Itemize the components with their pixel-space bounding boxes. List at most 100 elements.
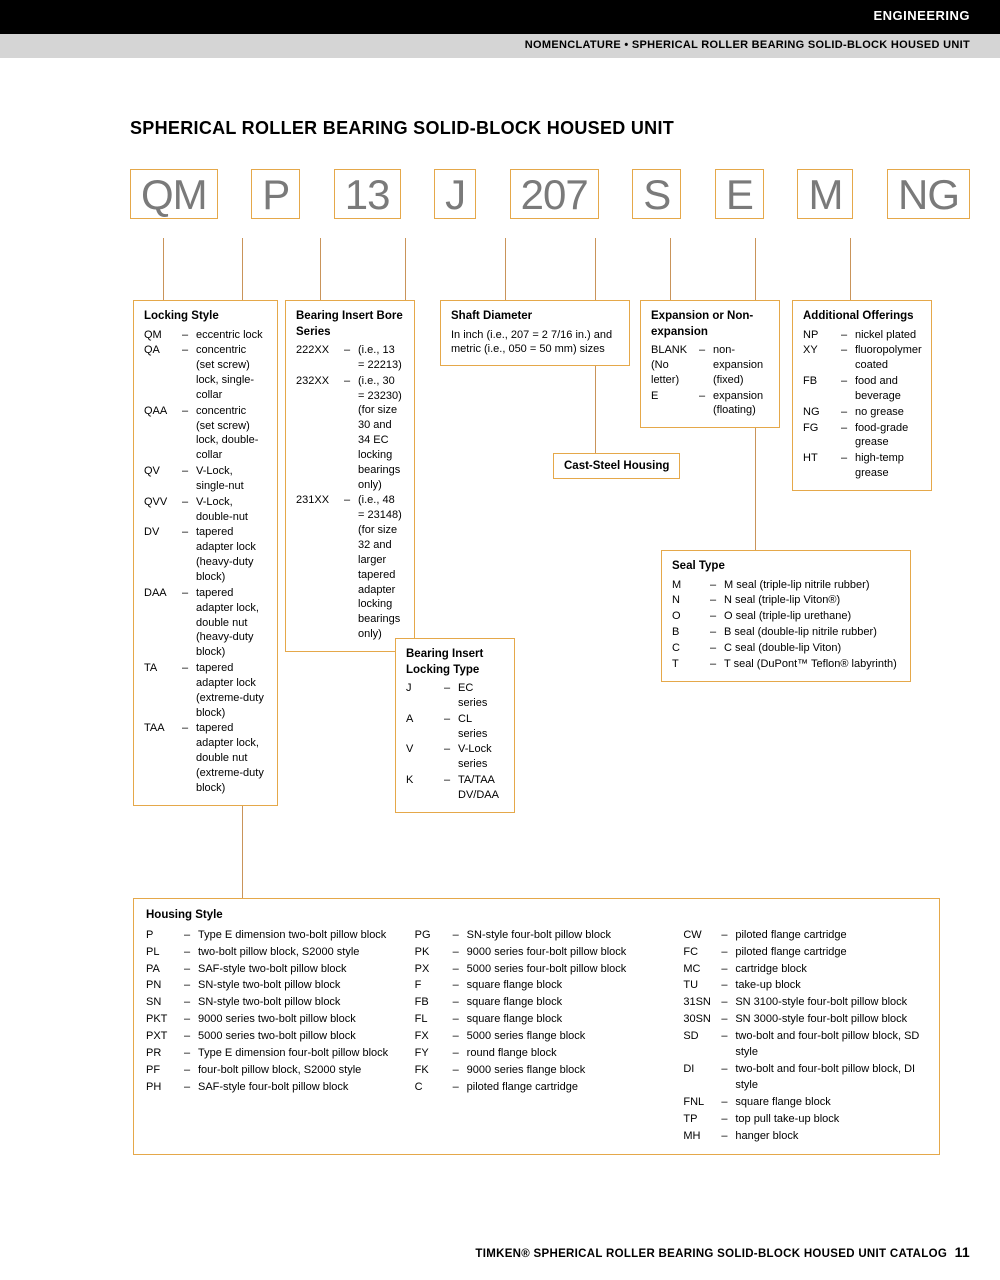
list-item: B–B seal (double-lip nitrile rubber): [672, 625, 900, 640]
code-M: M: [797, 169, 853, 219]
code-207: 207: [510, 169, 599, 219]
box-title: Housing Style: [146, 907, 927, 924]
box-title: Bearing Insert Locking Type: [406, 647, 504, 678]
list-item: 232XX–(i.e., 30 = 23230) (for size 30 an…: [296, 374, 404, 493]
connector: [850, 238, 851, 300]
list-item: FB–food and beverage: [803, 374, 921, 404]
page-title: SPHERICAL ROLLER BEARING SOLID-BLOCK HOU…: [130, 118, 970, 139]
bore-series-box: Bearing Insert Bore Series 222XX–(i.e., …: [285, 300, 415, 652]
page: ENGINEERING NOMENCLATURE • SPHERICAL ROL…: [0, 0, 1000, 1280]
expansion-box: Expansion or Non-expansion BLANK(Nolette…: [640, 300, 780, 428]
list-item: 30SN–SN 3000-style four-bolt pillow bloc…: [683, 1012, 927, 1028]
box-title: Seal Type: [672, 559, 900, 575]
list-item: PG–SN-style four-bolt pillow block: [415, 928, 659, 944]
list-item: TU–take-up block: [683, 978, 927, 994]
list-item: QV–V-Lock, single-nut: [144, 464, 267, 494]
list-item: SD–two-bolt and four-bolt pillow block, …: [683, 1029, 927, 1061]
list-item: K–TA/TAA DV/DAA: [406, 773, 504, 803]
list-item: DI–two-bolt and four-bolt pillow block, …: [683, 1062, 927, 1094]
list-item: FL–square flange block: [415, 1012, 659, 1028]
code-NG: NG: [887, 169, 970, 219]
connector: [670, 238, 671, 300]
housing-col-3: CW–piloted flange cartridgeFC–piloted fl…: [683, 928, 927, 1146]
list-item: XY–fluoropolymer coated: [803, 343, 921, 373]
connector: [320, 238, 321, 300]
list-item: FG–food-grade grease: [803, 421, 921, 451]
list-item: QVV–V-Lock, double-nut: [144, 495, 267, 525]
list-item: MC–cartridge block: [683, 962, 927, 978]
list-item: PF–four-bolt pillow block, S2000 style: [146, 1063, 390, 1079]
list-item: C–piloted flange cartridge: [415, 1080, 659, 1096]
list-item: 222XX–(i.e., 13 = 22213): [296, 343, 404, 373]
list-item: C–C seal (double-lip Viton): [672, 641, 900, 656]
cast-steel-label: Cast-Steel Housing: [553, 453, 680, 479]
list-item: PA–SAF-style two-bolt pillow block: [146, 962, 390, 978]
list-item: PR–Type E dimension four-bolt pillow blo…: [146, 1046, 390, 1062]
housing-col-1: P–Type E dimension two-bolt pillow block…: [146, 928, 390, 1146]
list-item: M–M seal (triple-lip nitrile rubber): [672, 578, 900, 593]
box-title: Expansion or Non-expansion: [651, 309, 769, 340]
list-item: N–N seal (triple-lip Viton®): [672, 593, 900, 608]
list-item: PL–two-bolt pillow block, S2000 style: [146, 945, 390, 961]
section-label: ENGINEERING: [873, 8, 970, 23]
list-item: T–T seal (DuPont™ Teflon® labyrinth): [672, 657, 900, 672]
list-item: J–EC series: [406, 681, 504, 711]
list-item: FNL–square flange block: [683, 1095, 927, 1111]
breadcrumb: NOMENCLATURE • SPHERICAL ROLLER BEARING …: [525, 39, 970, 51]
additional-box: Additional Offerings NP–nickel platedXY–…: [792, 300, 932, 491]
code-S: S: [632, 169, 681, 219]
list-item: QM–eccentric lock: [144, 328, 267, 343]
housing-col-2: PG–SN-style four-bolt pillow blockPK–900…: [415, 928, 659, 1146]
list-item: QA–concentric (set screw) lock, single-c…: [144, 343, 267, 402]
list-item: TA–tapered adapter lock (extreme-duty bl…: [144, 661, 267, 720]
code-QM: QM: [130, 169, 218, 219]
list-item: PK–9000 series four-bolt pillow block: [415, 945, 659, 961]
list-item: SN–SN-style two-bolt pillow block: [146, 995, 390, 1011]
connector: [505, 238, 506, 300]
list-item: PXT–5000 series two-bolt pillow block: [146, 1029, 390, 1045]
shaft-text: In inch (i.e., 207 = 2 7/16 in.) and met…: [451, 328, 619, 358]
code-13: 13: [334, 169, 401, 219]
code-row: QM P 13 J 207 S E M NG: [130, 169, 970, 219]
list-item: DAA–tapered adapter lock, double nut (he…: [144, 586, 267, 660]
list-item: F–square flange block: [415, 978, 659, 994]
list-item: 31SN–SN 3100-style four-bolt pillow bloc…: [683, 995, 927, 1011]
box-title: Shaft Diameter: [451, 309, 619, 325]
list-item: NP–nickel plated: [803, 328, 921, 343]
list-item: FK–9000 series flange block: [415, 1063, 659, 1079]
locking-type-box: Bearing Insert Locking Type J–EC seriesA…: [395, 638, 515, 813]
page-number: 11: [955, 1244, 970, 1260]
code-J: J: [434, 169, 476, 219]
list-item: PH–SAF-style four-bolt pillow block: [146, 1080, 390, 1096]
list-item: P–Type E dimension two-bolt pillow block: [146, 928, 390, 944]
section-header: ENGINEERING: [0, 0, 1000, 34]
locking-style-box: Locking Style QM–eccentric lockQA–concen…: [133, 300, 278, 806]
list-item: PKT–9000 series two-bolt pillow block: [146, 1012, 390, 1028]
list-item: TAA–tapered adapter lock, double nut (ex…: [144, 721, 267, 795]
shaft-diameter-box: Shaft Diameter In inch (i.e., 207 = 2 7/…: [440, 300, 630, 366]
list-item: FC–piloted flange cartridge: [683, 945, 927, 961]
connector: [163, 238, 164, 300]
code-E: E: [715, 169, 764, 219]
box-title: Bearing Insert Bore Series: [296, 309, 404, 340]
list-item: O–O seal (triple-lip urethane): [672, 609, 900, 624]
list-item: MH–hanger block: [683, 1129, 927, 1145]
code-P: P: [251, 169, 300, 219]
list-item: PX–5000 series four-bolt pillow block: [415, 962, 659, 978]
list-item: NG–no grease: [803, 405, 921, 420]
footer-text: TIMKEN® SPHERICAL ROLLER BEARING SOLID-B…: [475, 1248, 947, 1260]
box-title: Locking Style: [144, 309, 267, 325]
list-item: QAA–concentric (set screw) lock, double-…: [144, 404, 267, 463]
list-item: PN–SN-style two-bolt pillow block: [146, 978, 390, 994]
list-item: CW–piloted flange cartridge: [683, 928, 927, 944]
footer: TIMKEN® SPHERICAL ROLLER BEARING SOLID-B…: [475, 1244, 970, 1260]
breadcrumb-bar: NOMENCLATURE • SPHERICAL ROLLER BEARING …: [0, 34, 1000, 58]
housing-style-box: Housing Style P–Type E dimension two-bol…: [133, 898, 940, 1155]
seal-type-box: Seal Type M–M seal (triple-lip nitrile r…: [661, 550, 911, 682]
list-item: FX–5000 series flange block: [415, 1029, 659, 1045]
list-item: A–CL series: [406, 712, 504, 742]
list-item: DV–tapered adapter lock (heavy-duty bloc…: [144, 525, 267, 584]
list-item: HT–high-temp grease: [803, 451, 921, 481]
list-item: FB–square flange block: [415, 995, 659, 1011]
content: SPHERICAL ROLLER BEARING SOLID-BLOCK HOU…: [0, 58, 1000, 219]
